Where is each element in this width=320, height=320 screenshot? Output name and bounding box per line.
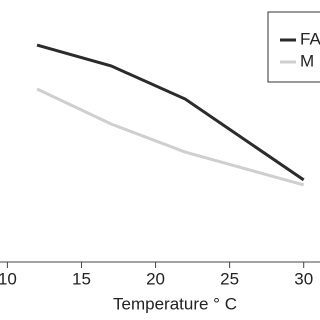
x-tick-label: 10 [0,269,17,288]
x-tick-label: 30 [294,269,313,288]
series-line [36,87,305,187]
series-line [36,43,305,182]
legend-box [267,11,320,83]
x-tick-label: 20 [146,269,165,288]
legend-label: M [300,51,314,70]
x-tick-label: 25 [220,269,239,288]
x-tick-label: 15 [72,269,91,288]
x-axis-title: Temperature ° C [113,294,237,313]
legend-label: FA [300,29,320,48]
